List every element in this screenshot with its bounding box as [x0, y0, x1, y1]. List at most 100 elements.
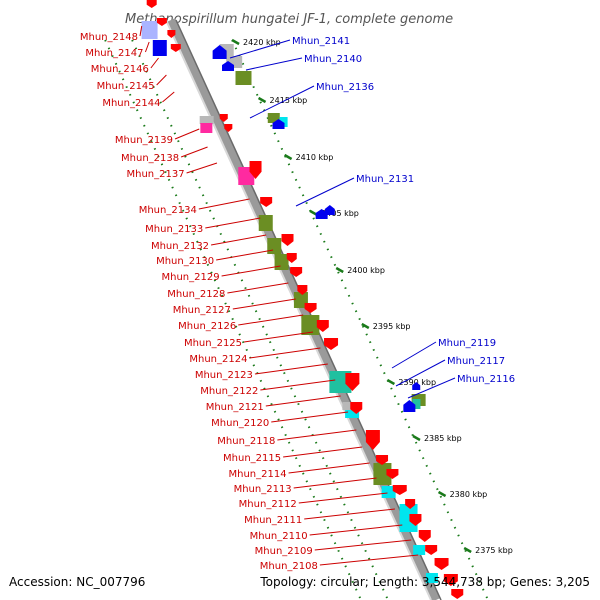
- gene-label-right: Mhun_2141: [292, 36, 350, 47]
- gene-arrow: [290, 267, 303, 277]
- gene-box: [425, 573, 438, 583]
- scale-label: 2420 kbp: [243, 38, 281, 47]
- scale-tick: [386, 378, 396, 386]
- gene-label-left: Mhun_2147: [85, 48, 143, 59]
- gene-label-left: Mhun_2112: [239, 499, 297, 510]
- gene-label-left: Mhun_2133: [145, 224, 203, 235]
- label-leader-left: [309, 524, 403, 536]
- gene-arrow: [222, 61, 235, 71]
- gene-label-right: Mhun_2131: [356, 174, 414, 185]
- scale-tick: [231, 38, 240, 46]
- gene-label-left: Mhun_2115: [223, 453, 281, 464]
- gene-label-left: Mhun_2138: [121, 153, 179, 164]
- label-leader-right: [249, 85, 315, 119]
- label-leader-left: [265, 395, 341, 407]
- accession-text: Accession: NC_007796: [9, 575, 145, 589]
- gene-label-right: Mhun_2140: [304, 54, 362, 65]
- gene-arrow: [324, 338, 339, 350]
- gene-box: [152, 40, 167, 56]
- label-leader-left: [260, 379, 336, 391]
- gene-box: [293, 292, 308, 308]
- label-leader-left: [139, 25, 143, 37]
- label-leader-left: [304, 508, 395, 520]
- gene-arrow: [451, 589, 464, 599]
- gene-arrow: [219, 114, 228, 122]
- gene-arrow: [260, 197, 273, 207]
- gene-label-left: Mhun_2128: [167, 289, 225, 300]
- gene-box: [274, 254, 289, 270]
- gene-arrow: [376, 455, 389, 465]
- gene-box: [413, 545, 426, 555]
- gene-arrow: [425, 545, 438, 555]
- label-leader-right: [407, 377, 456, 399]
- label-leader-left: [254, 363, 328, 375]
- scale-label: 2390 kbp: [398, 378, 436, 387]
- label-leader-left: [298, 492, 388, 504]
- right-dotted-guide: [231, 39, 489, 600]
- gene-box: [373, 463, 392, 485]
- left-gene-labels: Mhun_2148 Mhun_2147 Mhun_2146 Mhun_2145 Mhun…: [80, 25, 419, 572]
- gene-label-left: Mhun_2148: [80, 32, 138, 43]
- scale-label: 2380 kbp: [450, 490, 488, 499]
- label-leader-left: [271, 411, 349, 423]
- gene-label-left: Mhun_2130: [156, 256, 214, 267]
- scale-label: 2395 kbp: [373, 322, 411, 331]
- label-leader-left: [232, 298, 296, 310]
- gene-arrow: [170, 44, 181, 52]
- label-leader-right: [395, 359, 446, 387]
- gene-box: [279, 117, 288, 127]
- scale-tick: [463, 546, 472, 554]
- gene-label-left: Mhun_2121: [206, 402, 264, 413]
- scale-tick: [361, 322, 370, 330]
- gene-arrow: [315, 209, 328, 219]
- scale-tick: [335, 266, 344, 274]
- gene-label-left: Mhun_2127: [173, 305, 231, 316]
- gene-arrow: [224, 124, 233, 132]
- scale-ticks: 2420 kbp 2415 kbp 2410 kbp 2405 kbp 2400 kbp…: [231, 38, 513, 555]
- gene-box: [258, 215, 273, 231]
- gene-label-left: Mhun_2120: [211, 418, 269, 429]
- gene-box: [412, 399, 421, 409]
- label-leader-left: [156, 74, 167, 86]
- gene-box: [381, 486, 396, 498]
- gene-arrow: [281, 234, 294, 246]
- gene-box: [267, 238, 282, 254]
- gene-label-right: Mhun_2136: [316, 82, 374, 93]
- label-leader-left: [186, 162, 218, 174]
- gene-label-left: Mhun_2124: [189, 354, 247, 365]
- gene-label-left: Mhun_2144: [102, 98, 160, 109]
- label-leader-left: [319, 554, 419, 566]
- label-leader-left: [243, 331, 314, 343]
- label-leader-left: [210, 234, 267, 246]
- gene-label-left: Mhun_2113: [234, 484, 292, 495]
- scale-tick: [412, 434, 421, 442]
- gene-label-left: Mhun_2146: [91, 64, 149, 75]
- label-leader-left: [205, 217, 261, 229]
- scale-label: 2405 kbp: [321, 209, 359, 218]
- scale-tick: [437, 490, 447, 498]
- genome-summary-text: Topology: circular; Length: 3,544,738 bp…: [259, 575, 590, 589]
- gene-label-left: Mhun_2123: [195, 370, 253, 381]
- label-leader-left: [144, 41, 150, 53]
- label-leader-left: [277, 429, 357, 441]
- gene-arrow: [324, 205, 335, 215]
- gene-arrow: [286, 253, 297, 263]
- gene-label-left: Mhun_2122: [200, 386, 258, 397]
- label-leader-left: [162, 91, 175, 103]
- label-leader-left: [227, 282, 289, 294]
- gene-box: [141, 21, 158, 39]
- gene-label-left: Mhun_2110: [250, 531, 308, 542]
- gene-label-left: Mhun_2139: [115, 135, 173, 146]
- gene-arrow: [316, 320, 329, 332]
- gene-label-left: Mhun_2125: [184, 338, 242, 349]
- gene-arrow: [345, 373, 360, 391]
- label-leader-left: [198, 198, 250, 210]
- scale-label: 2400 kbp: [347, 266, 385, 275]
- map-title: Methanospirillum hungatei JF-1, complete…: [125, 12, 453, 27]
- gene-box: [199, 116, 214, 124]
- outer-dotted-guide: [104, 39, 362, 600]
- gene-box: [267, 113, 280, 123]
- gene-arrow: [392, 485, 407, 495]
- gene-label-left: Mhun_2109: [255, 546, 313, 557]
